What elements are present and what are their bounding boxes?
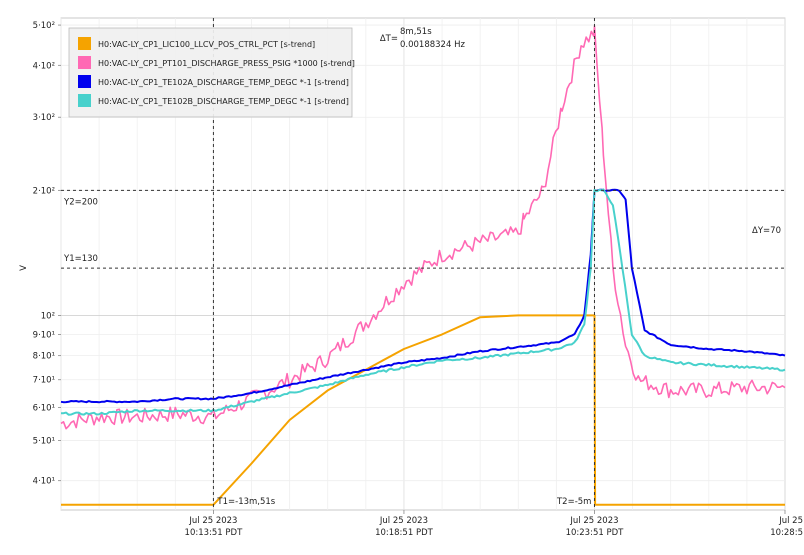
y-tick-label: 10² bbox=[41, 311, 55, 321]
series-line-4 bbox=[61, 188, 786, 416]
legend-swatch bbox=[78, 56, 91, 69]
cursor-y2-label: Y2=200 bbox=[63, 197, 98, 207]
y-tick-label: 4·10¹ bbox=[33, 477, 55, 487]
delta-y-label: ΔY=70 bbox=[752, 226, 781, 236]
series-line-1 bbox=[61, 314, 785, 506]
y-tick-label: 2·10² bbox=[33, 186, 55, 196]
legend-entry: H0:VAC-LY_CP1_TE102A_DISCHARGE_TEMP_DEGC… bbox=[98, 78, 349, 87]
legend-entry: H0:VAC-LY_CP1_LIC100_LLCV_POS_CTRL_PCT [… bbox=[98, 40, 315, 49]
y-tick-label: 3·10² bbox=[33, 113, 55, 123]
y-tick-label: 8·10¹ bbox=[33, 352, 55, 362]
cursor-t2-label: T2=-5m bbox=[556, 497, 591, 507]
legend-swatch bbox=[78, 75, 91, 88]
x-tick-time: 10:13:51 PDT bbox=[185, 528, 244, 538]
y-axis: 4·10¹ 5·10¹ 6·10¹ 7·10¹ 8·10¹ 9·10¹ 10² 2·10² 3·… bbox=[19, 21, 61, 487]
series-group bbox=[60, 25, 786, 506]
legend-box bbox=[68, 27, 353, 118]
legend-entry: H0:VAC-LY_CP1_PT101_DISCHARGE_PRESS_PSIG… bbox=[98, 59, 355, 68]
x-tick-date: Jul 25 bbox=[778, 516, 803, 526]
x-tick-date: Jul 25 2023 bbox=[379, 516, 428, 526]
y-tick-label: 5·10¹ bbox=[33, 436, 55, 446]
y-tick-label: 5·10² bbox=[33, 21, 55, 31]
y-tick-label: 6·10¹ bbox=[33, 404, 55, 414]
delta-t-label: ΔT= bbox=[380, 34, 398, 44]
cursor-y1-label: Y1=130 bbox=[63, 254, 98, 264]
x-tick-date: Jul 25 2023 bbox=[188, 516, 237, 526]
grid-lines bbox=[60, 18, 786, 510]
cursors: T1=-13m,51s T2=-5m Y1=130 Y2=200 ΔT=8m,51s 0.… bbox=[61, 18, 785, 510]
legend-swatch bbox=[78, 94, 91, 107]
legend-entry: H0:VAC-LY_CP1_TE102B_DISCHARGE_TEMP_DEGC… bbox=[98, 97, 349, 106]
y-tick-label: 4·10² bbox=[33, 61, 55, 71]
legend: H0:VAC-LY_CP1_LIC100_LLCV_POS_CTRL_PCT [… bbox=[68, 27, 355, 118]
x-tick-time: 10:18:51 PDT bbox=[375, 528, 434, 538]
y-tick-label: 9·10¹ bbox=[33, 330, 55, 340]
x-tick-time: 10:28:5 bbox=[770, 528, 803, 538]
cursor-t1-label: T1=-13m,51s bbox=[216, 497, 275, 507]
x-tick-date: Jul 25 2023 bbox=[569, 516, 618, 526]
delta-t-value: 8m,51s bbox=[400, 27, 432, 37]
series-line-2 bbox=[60, 25, 786, 430]
y-tick-label: 7·10¹ bbox=[33, 376, 55, 386]
legend-swatch bbox=[78, 37, 91, 50]
x-axis: Jul 25 2023 10:13:51 PDT Jul 25 2023 10:18:… bbox=[185, 510, 803, 538]
delta-t-freq: 0.00188324 Hz bbox=[400, 40, 465, 50]
series-line-3 bbox=[60, 188, 786, 404]
y-axis-label: V bbox=[19, 265, 29, 271]
x-tick-time: 10:23:51 PDT bbox=[566, 528, 625, 538]
